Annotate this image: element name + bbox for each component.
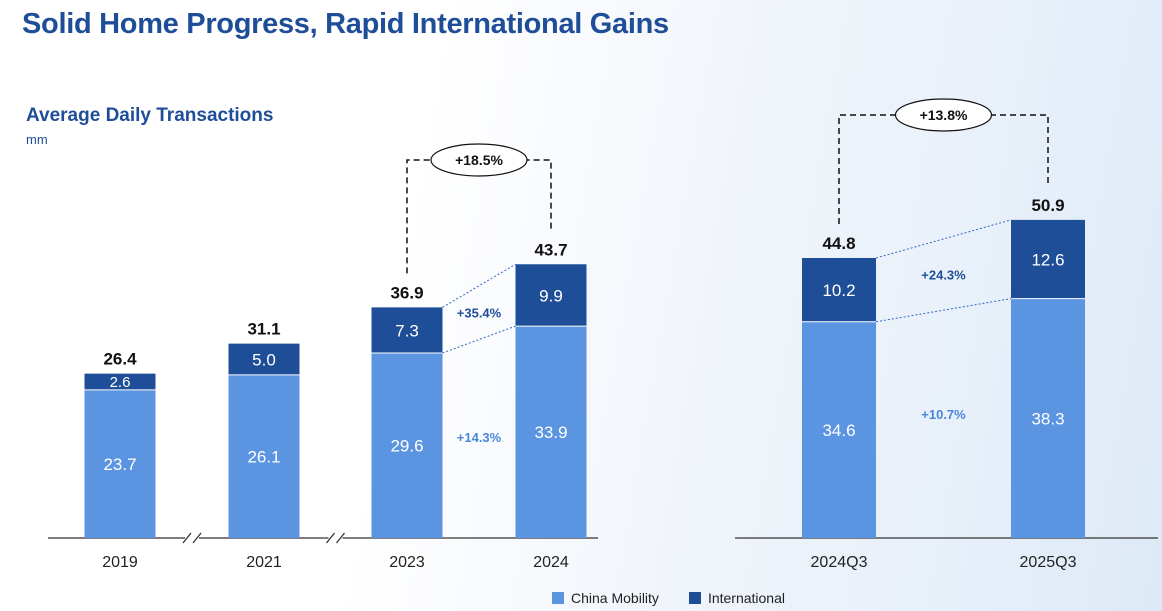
legend-label-china-mobility: China Mobility [571, 590, 659, 606]
legend-item-international: International [688, 590, 785, 606]
bar-china-mobility-2023 [371, 353, 443, 538]
chart-subtitle: Average Daily Transactions [26, 105, 274, 126]
axis-break-mark-2021 [335, 532, 346, 544]
chart-legend: China Mobility International [552, 590, 785, 606]
total-label-2019: 26.4 [103, 350, 137, 369]
total-label-2025q3: 50.9 [1031, 196, 1064, 215]
growth-total-badge [894, 98, 993, 132]
bar-international-2021 [228, 343, 300, 375]
connector-international-bottom [442, 325, 516, 354]
axis-break-mark-2019 [192, 532, 202, 544]
connector-international-bottom [875, 298, 1012, 323]
x-tick-label-2024: 2024 [533, 554, 569, 571]
legend-label-international: International [707, 590, 785, 606]
connector-international-top [875, 219, 1012, 259]
data-label-china-mobility-2024: 33.9 [534, 423, 567, 442]
growth-international-label: +24.3% [921, 268, 966, 283]
data-label-international-2024q3: 10.2 [822, 281, 855, 300]
growth-china-mobility-label: +10.7% [921, 407, 966, 422]
legend-swatch-china-mobility [552, 592, 564, 604]
legend-swatch-international [688, 592, 701, 604]
bar-china-mobility-2024 [515, 326, 587, 538]
growth-bracket [406, 159, 552, 274]
bar-international-2024q3 [802, 258, 876, 322]
x-tick-label-2023: 2023 [389, 554, 425, 571]
bar-china-mobility-2019 [84, 389, 156, 538]
data-label-china-mobility-2025q3: 38.3 [1031, 409, 1064, 428]
growth-total-label: +18.5% [455, 152, 503, 168]
total-label-2024: 43.7 [534, 240, 567, 259]
axis-break-mark-2021 [325, 532, 336, 544]
x-tick-label-2019: 2019 [102, 554, 138, 571]
connector-international-top [442, 263, 516, 308]
chart-unit: mm [26, 132, 48, 147]
data-label-china-mobility-2023: 29.6 [390, 437, 423, 456]
total-label-2024q3: 44.8 [822, 234, 855, 253]
bar-international-2019 [84, 373, 156, 390]
x-tick-label-2024q3: 2024Q3 [811, 554, 868, 571]
bar-international-2024 [515, 264, 587, 327]
growth-international-label: +35.4% [457, 306, 502, 321]
axis-break-gap-2021 [328, 534, 343, 542]
growth-china-mobility-label: +14.3% [457, 430, 502, 445]
total-label-2021: 31.1 [247, 320, 280, 339]
data-label-china-mobility-2019: 23.7 [103, 455, 136, 474]
data-label-china-mobility-2024q3: 34.6 [822, 421, 855, 440]
data-label-international-2025q3: 12.6 [1031, 250, 1064, 269]
axis-break-mark-2019 [182, 532, 192, 544]
bar-china-mobility-2024q3 [802, 321, 876, 538]
data-label-international-2019: 2.6 [110, 374, 131, 391]
data-label-international-2024: 9.9 [539, 286, 563, 305]
data-label-international-2021: 5.0 [252, 350, 276, 369]
legend-item-china-mobility: China Mobility [552, 590, 659, 606]
bar-china-mobility-2021 [228, 374, 300, 538]
data-label-international-2023: 7.3 [395, 321, 419, 340]
bar-china-mobility-2025q3 [1011, 298, 1085, 538]
bar-international-2025q3 [1011, 219, 1085, 299]
growth-total-badge [430, 143, 528, 177]
data-label-china-mobility-2021: 26.1 [247, 447, 280, 466]
growth-total-label: +13.8% [920, 107, 968, 123]
page-title: Solid Home Progress, Rapid International… [22, 8, 669, 40]
bar-international-2023 [371, 307, 443, 353]
total-label-2023: 36.9 [390, 283, 423, 302]
x-tick-label-2025q3: 2025Q3 [1020, 554, 1077, 571]
axis-break-gap-2019 [185, 534, 199, 542]
x-tick-label-2021: 2021 [246, 554, 282, 571]
